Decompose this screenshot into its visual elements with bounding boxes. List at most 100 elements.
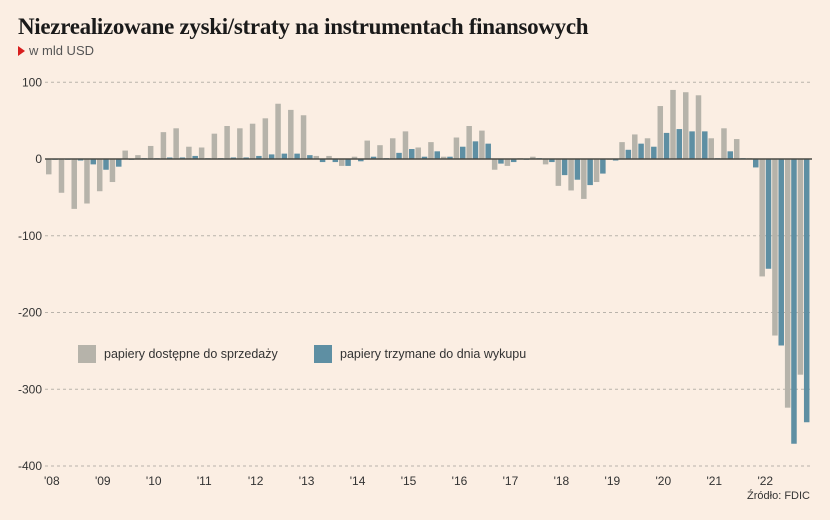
bar-available_for_sale xyxy=(759,159,765,277)
bar-held_to_maturity xyxy=(90,159,97,165)
bar-available_for_sale xyxy=(71,159,77,209)
bar-available_for_sale xyxy=(275,103,281,159)
bar-held_to_maturity xyxy=(753,159,759,168)
bar-available_for_sale xyxy=(389,138,396,159)
x-tick-label: '10 xyxy=(146,474,162,488)
x-tick-label: '11 xyxy=(197,474,212,488)
bar-held_to_maturity xyxy=(179,157,186,159)
bar-held_to_maturity xyxy=(396,152,402,159)
y-tick-label: 100 xyxy=(22,75,42,89)
bar-available_for_sale xyxy=(351,156,358,159)
unit-label: w mld USD xyxy=(29,43,95,58)
bar-available_for_sale xyxy=(530,156,536,159)
bar-available_for_sale xyxy=(173,128,179,159)
bar-available_for_sale xyxy=(300,115,307,159)
bar-available_for_sale xyxy=(440,156,447,159)
bar-available_for_sale xyxy=(84,159,90,204)
bar-available_for_sale xyxy=(415,147,421,159)
bar-held_to_maturity xyxy=(651,146,657,159)
x-tick-label: '18 xyxy=(554,474,570,488)
bar-available_for_sale xyxy=(581,159,587,199)
bar-held_to_maturity xyxy=(345,159,351,166)
bar-held_to_maturity xyxy=(77,159,84,161)
bar-held_to_maturity xyxy=(676,129,683,159)
bar-available_for_sale xyxy=(147,145,154,159)
bar-held_to_maturity xyxy=(689,131,695,159)
x-tick-label: '22 xyxy=(757,474,773,488)
bar-available_for_sale xyxy=(313,155,320,159)
y-tick-label: -300 xyxy=(18,382,42,396)
chart-subtitle: w mld USD xyxy=(18,43,94,58)
bar-available_for_sale xyxy=(619,142,625,159)
bar-available_for_sale xyxy=(542,159,549,165)
bar-available_for_sale xyxy=(249,123,256,159)
bar-available_for_sale xyxy=(377,145,383,159)
bar-available_for_sale xyxy=(555,159,562,186)
bar-available_for_sale xyxy=(593,159,600,183)
bar-available_for_sale xyxy=(58,159,65,193)
legend-swatch-blue xyxy=(314,345,332,363)
bar-available_for_sale xyxy=(364,140,370,159)
bar-available_for_sale xyxy=(122,150,128,159)
bar-held_to_maturity xyxy=(702,131,708,159)
y-tick-label: 0 xyxy=(35,152,42,166)
bar-held_to_maturity xyxy=(230,157,237,159)
bar-held_to_maturity xyxy=(574,159,581,180)
bar-available_for_sale xyxy=(568,159,574,191)
bar-available_for_sale xyxy=(160,132,167,159)
bar-held_to_maturity xyxy=(791,159,797,444)
bar-available_for_sale xyxy=(237,128,243,159)
bar-held_to_maturity xyxy=(663,132,670,159)
bar-held_to_maturity xyxy=(332,159,339,163)
bar-held_to_maturity xyxy=(103,159,109,170)
bar-available_for_sale xyxy=(466,125,472,159)
bar-available_for_sale xyxy=(695,95,702,159)
bar-available_for_sale xyxy=(96,159,103,192)
legend-label: papiery trzymane do dnia wykupu xyxy=(340,347,527,361)
bar-held_to_maturity xyxy=(612,159,619,161)
bar-available_for_sale xyxy=(402,131,409,159)
x-tick-label: '17 xyxy=(503,474,519,488)
legend-label: papiery dostępne do sprzedaży xyxy=(104,347,278,361)
bar-held_to_maturity xyxy=(307,155,313,159)
bar-available_for_sale xyxy=(491,159,498,170)
x-tick-label: '12 xyxy=(248,474,264,488)
bar-held_to_maturity xyxy=(116,159,122,167)
y-tick-label: -100 xyxy=(18,229,42,243)
bar-held_to_maturity xyxy=(485,143,491,159)
bar-available_for_sale xyxy=(428,142,434,159)
bar-held_to_maturity xyxy=(319,159,326,163)
source-note: Źródło: FDIC xyxy=(747,490,810,502)
x-tick-label: '08 xyxy=(44,474,60,488)
bar-available_for_sale xyxy=(708,138,714,159)
bar-available_for_sale xyxy=(733,139,740,159)
bar-available_for_sale xyxy=(46,159,52,175)
bar-available_for_sale xyxy=(186,146,192,159)
bar-held_to_maturity xyxy=(256,155,262,159)
x-tick-label: '13 xyxy=(299,474,315,488)
y-tick-label: -400 xyxy=(18,459,42,473)
bar-held_to_maturity xyxy=(281,153,288,159)
bar-held_to_maturity xyxy=(459,146,466,159)
bar-held_to_maturity xyxy=(561,159,568,176)
bar-held_to_maturity xyxy=(600,159,606,174)
bar-available_for_sale xyxy=(479,130,485,159)
x-tick-label: '09 xyxy=(95,474,111,488)
bar-available_for_sale xyxy=(339,159,345,166)
bar-held_to_maturity xyxy=(166,157,173,159)
bar-held_to_maturity xyxy=(638,143,644,159)
bar-available_for_sale xyxy=(670,89,676,159)
bar-held_to_maturity xyxy=(803,159,810,423)
bar-held_to_maturity xyxy=(421,156,428,159)
legend-item-available-for-sale: papiery dostępne do sprzedaży xyxy=(78,345,278,363)
bar-held_to_maturity xyxy=(358,159,364,162)
bar-available_for_sale xyxy=(772,159,778,336)
bar-available_for_sale xyxy=(211,133,218,159)
bar-available_for_sale xyxy=(326,155,332,159)
bar-held_to_maturity xyxy=(587,159,593,186)
bar-held_to_maturity xyxy=(765,159,772,269)
bar-available_for_sale xyxy=(198,147,205,159)
bar-held_to_maturity xyxy=(409,149,415,159)
bar-available_for_sale xyxy=(632,134,638,159)
